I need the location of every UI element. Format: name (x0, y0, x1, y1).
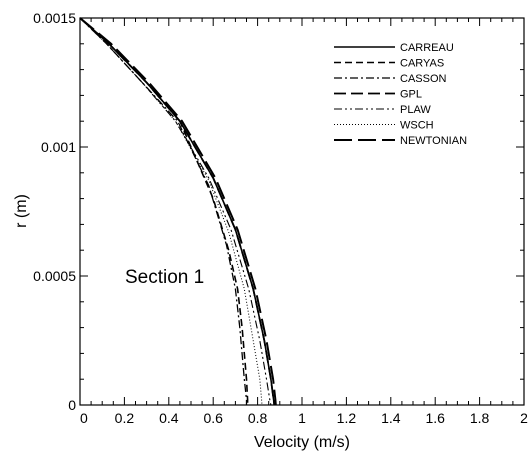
series-line-gpl (79, 17, 276, 406)
x-tick-label: 0.6 (203, 410, 223, 426)
legend-label: CASSON (400, 73, 447, 85)
x-tick-label: 1.8 (470, 410, 490, 426)
x-tick-label: 1.6 (425, 410, 445, 426)
legend: CARREAU CARYAS CASSON GPL PLAW WSCH NEWTONIAN (334, 42, 467, 147)
series-line-wsch (79, 17, 263, 406)
series-line-newtonian (79, 17, 277, 406)
x-tick-label: 0.4 (159, 410, 179, 426)
y-tick-label: 0 (68, 397, 76, 413)
x-tick-label: 1 (298, 410, 306, 426)
legend-label: PLAW (400, 104, 431, 116)
section-annotation: Section 1 (125, 267, 204, 288)
series-line-plaw (79, 17, 272, 406)
plot-frame (79, 17, 525, 406)
series-line-casson (79, 17, 248, 405)
y-axis-title: r (m) (13, 194, 30, 228)
x-tick-label: 1.2 (337, 410, 357, 426)
x-tick-label: 0 (80, 410, 88, 426)
x-tick-label: 0.2 (115, 410, 135, 426)
series-line-caryas (79, 17, 249, 405)
series-line-carreau (79, 17, 276, 406)
x-axis-title: Velocity (m/s) (254, 434, 350, 451)
x-tick-label: 2 (520, 410, 528, 426)
plot-area: 0 0.2 0.4 0.6 0.8 1 1.2 1.4 1.6 1.8 2 0 0.0005 0.001… (33, 10, 528, 426)
legend-label: CARYAS (400, 58, 444, 70)
series-lines (79, 17, 277, 406)
x-tick-label: 0.8 (248, 410, 268, 426)
legend-label: CARREAU (400, 42, 454, 54)
legend-label: WSCH (400, 120, 434, 132)
y-tick-label: 0.0005 (33, 268, 76, 284)
legend-label: NEWTONIAN (400, 135, 467, 147)
x-axis-ticks: 0 0.2 0.4 0.6 0.8 1 1.2 1.4 1.6 1.8 2 (79, 18, 528, 426)
y-tick-label: 0.001 (41, 139, 76, 155)
y-tick-label: 0.0015 (33, 10, 76, 26)
x-tick-label: 1.4 (381, 410, 401, 426)
legend-label: GPL (400, 89, 422, 101)
y-axis-ticks: 0 0.0005 0.001 0.0015 (33, 10, 524, 413)
